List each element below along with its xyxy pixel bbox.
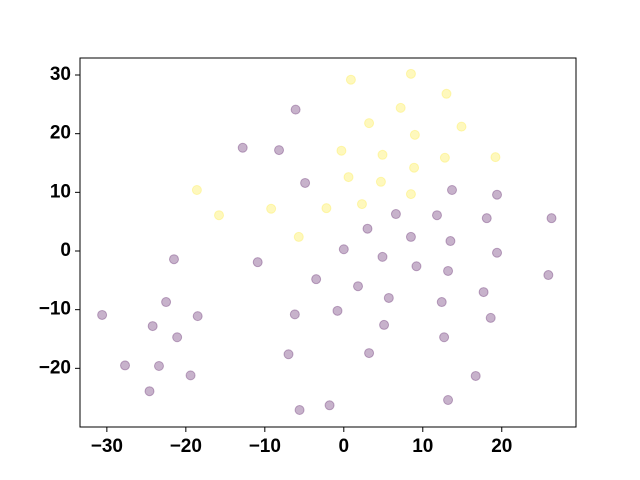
point (300, 177, 311, 188)
point (405, 189, 416, 200)
point (147, 321, 158, 332)
point (293, 231, 304, 242)
point (289, 309, 300, 320)
point (362, 223, 373, 234)
point (546, 213, 557, 224)
point (153, 360, 164, 371)
point (485, 312, 496, 323)
point (439, 152, 450, 163)
point (481, 213, 492, 224)
point (447, 184, 457, 195)
point (283, 349, 294, 360)
point (379, 319, 390, 330)
y-tick-label: −10 (39, 299, 71, 320)
point (311, 274, 322, 285)
point (324, 400, 335, 411)
y-tick-label: 30 (50, 64, 71, 85)
point (439, 332, 450, 343)
point (97, 309, 108, 320)
point (172, 332, 183, 343)
x-tick-label: 20 (491, 436, 512, 457)
point (345, 74, 356, 85)
point (353, 281, 364, 292)
point (252, 257, 263, 268)
point (214, 210, 225, 221)
point (492, 189, 503, 200)
y-tick-label: −20 (39, 357, 71, 378)
y-tick-label: 0 (60, 240, 71, 261)
point (120, 360, 131, 371)
point (356, 199, 367, 210)
point (161, 297, 172, 308)
y-tick-label: 10 (50, 181, 71, 202)
point (492, 247, 503, 258)
plot-frame (79, 57, 577, 428)
point (441, 88, 452, 99)
point (375, 176, 386, 187)
point (543, 270, 554, 281)
point (443, 265, 454, 276)
point (364, 348, 375, 359)
point (405, 231, 416, 242)
point (290, 104, 301, 115)
point (490, 152, 501, 163)
point (377, 251, 388, 262)
point (436, 297, 447, 308)
x-tick-label: −30 (91, 436, 123, 457)
point (383, 292, 394, 303)
point (274, 145, 285, 156)
point (338, 244, 349, 255)
point (445, 236, 456, 247)
point (456, 121, 467, 132)
x-tick-label: 0 (339, 436, 350, 457)
point (411, 261, 422, 272)
point (364, 118, 375, 129)
point (431, 210, 442, 221)
point (395, 102, 406, 113)
point (343, 172, 354, 183)
point (409, 129, 420, 140)
point (144, 386, 155, 397)
x-tick-label: 10 (412, 436, 433, 457)
x-tick-label: −20 (170, 436, 202, 457)
point (332, 305, 343, 316)
point (294, 404, 305, 415)
point (192, 311, 203, 322)
point (321, 203, 332, 214)
y-tick-label: 20 (50, 123, 71, 144)
point (377, 149, 388, 160)
point (336, 145, 347, 156)
point (470, 370, 481, 381)
point (478, 287, 489, 298)
point (266, 203, 277, 214)
point (237, 142, 248, 153)
point (168, 254, 179, 265)
point (443, 395, 454, 406)
point (191, 184, 202, 195)
point (409, 162, 420, 173)
point (405, 68, 416, 79)
x-tick-label: −10 (249, 436, 281, 457)
point (390, 209, 401, 220)
point (185, 370, 196, 381)
